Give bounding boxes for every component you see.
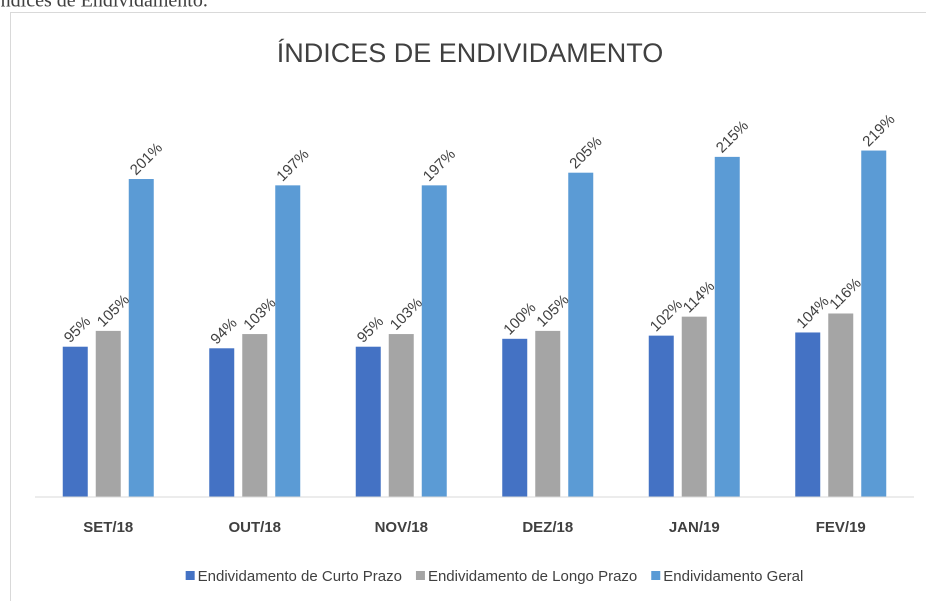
bar xyxy=(95,330,121,497)
bar xyxy=(62,346,88,497)
data-label: 95% xyxy=(354,313,387,346)
data-label: 205% xyxy=(566,133,605,172)
data-label: 197% xyxy=(420,146,459,185)
bar xyxy=(568,172,594,497)
legend-label: Endividamento de Longo Prazo xyxy=(428,568,637,585)
x-tick-label: SET/18 xyxy=(83,519,133,536)
bar xyxy=(535,330,561,497)
data-label: 197% xyxy=(273,146,312,185)
legend-swatch xyxy=(185,571,195,580)
data-label: 102% xyxy=(647,296,686,335)
legend-label: Endividamento Geral xyxy=(663,568,803,585)
bar xyxy=(209,348,235,497)
bar xyxy=(714,156,740,497)
bar xyxy=(828,313,854,497)
bar xyxy=(648,335,674,497)
x-tick-label: DEZ/18 xyxy=(522,519,573,536)
data-label: 103% xyxy=(387,295,426,334)
caption: Índices de Endividamento. xyxy=(0,0,208,12)
legend-swatch xyxy=(415,571,425,580)
data-label: 104% xyxy=(793,293,832,332)
data-label: 219% xyxy=(859,111,898,150)
x-tick-label: NOV/18 xyxy=(375,519,428,536)
data-label: 116% xyxy=(826,275,864,313)
data-label: 95% xyxy=(61,313,94,346)
bar xyxy=(681,316,707,497)
bar xyxy=(242,334,268,497)
bar xyxy=(795,332,821,497)
chart-border xyxy=(10,12,926,601)
legend-swatch xyxy=(651,571,661,580)
x-tick-label: OUT/18 xyxy=(228,519,281,536)
data-label: 105% xyxy=(533,291,572,330)
data-label: 215% xyxy=(713,117,752,156)
legend-label: Endividamento de Curto Prazo xyxy=(198,568,402,585)
data-label: 94% xyxy=(207,315,240,348)
data-label: 105% xyxy=(94,291,133,330)
bar xyxy=(355,346,381,497)
x-tick-label: JAN/19 xyxy=(669,519,720,536)
data-label: 103% xyxy=(240,295,279,334)
bar xyxy=(421,185,447,497)
data-label: 114% xyxy=(680,278,718,316)
bar xyxy=(128,179,154,497)
x-tick-label: FEV/19 xyxy=(816,519,866,536)
bar xyxy=(275,185,301,497)
data-label: 201% xyxy=(127,139,166,178)
chart-title: ÍNDICES DE ENDIVIDAMENTO xyxy=(277,38,664,68)
bar xyxy=(388,334,414,497)
bar xyxy=(861,150,887,498)
bar xyxy=(502,338,528,497)
